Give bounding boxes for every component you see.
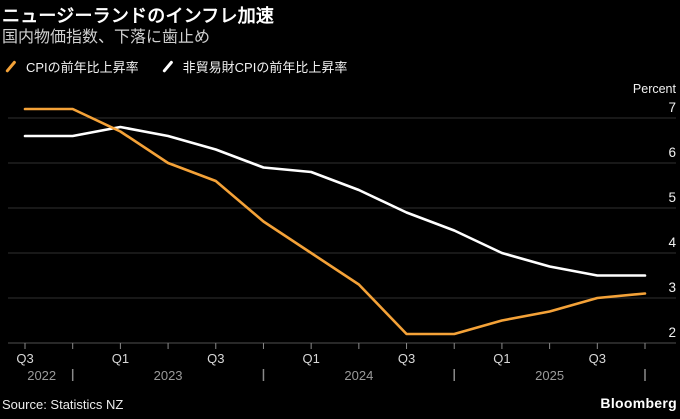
svg-text:Q3: Q3 <box>398 351 415 366</box>
svg-text:Q3: Q3 <box>207 351 224 366</box>
svg-text:2024: 2024 <box>344 368 373 383</box>
legend-item-cpi: CPIの前年比上昇率 <box>4 57 139 76</box>
svg-text:Q1: Q1 <box>493 351 510 366</box>
legend: CPIの前年比上昇率 非貿易財CPIの前年比上昇率 <box>4 57 347 76</box>
svg-text:2025: 2025 <box>535 368 564 383</box>
svg-text:2: 2 <box>668 325 676 340</box>
chart-subtitle: 国内物価指数、下落に歯止め <box>2 29 211 46</box>
legend-item-nontradables: 非貿易財CPIの前年比上昇率 <box>161 57 348 76</box>
svg-text:3: 3 <box>668 280 676 295</box>
svg-text:Q1: Q1 <box>302 351 319 366</box>
chart-title: ニュージーランドのインフレ加速 <box>2 6 275 26</box>
source-note: Source: Statistics NZ <box>2 397 124 412</box>
legend-label-cpi: CPIの前年比上昇率 <box>26 60 139 75</box>
svg-text:7: 7 <box>668 100 676 115</box>
svg-text:Q3: Q3 <box>589 351 606 366</box>
legend-label-nontradables: 非貿易財CPIの前年比上昇率 <box>182 60 348 75</box>
svg-text:4: 4 <box>668 235 676 250</box>
svg-text:Q1: Q1 <box>112 351 129 366</box>
svg-text:Q3: Q3 <box>16 351 33 366</box>
svg-text:6: 6 <box>668 145 676 160</box>
svg-text:5: 5 <box>668 190 676 205</box>
svg-text:2023: 2023 <box>154 368 183 383</box>
svg-text:Percent: Percent <box>633 82 677 96</box>
svg-text:2022: 2022 <box>27 368 56 383</box>
brand: Bloomberg <box>600 395 677 411</box>
